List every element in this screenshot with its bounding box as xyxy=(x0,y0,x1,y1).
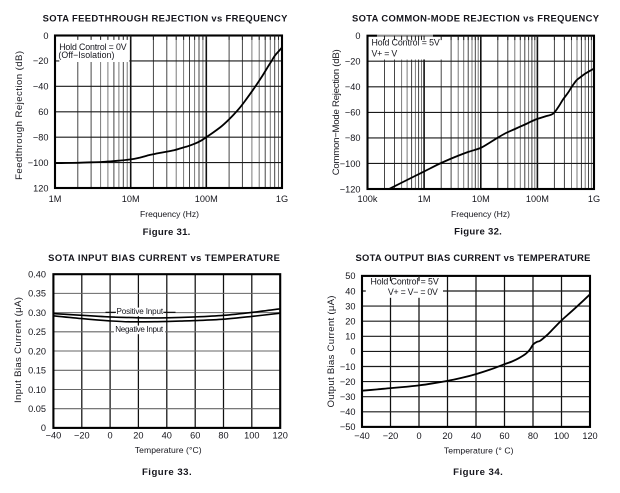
svg-text:SOTA OUTPUT BIAS CURRENT vs TE: SOTA OUTPUT BIAS CURRENT vs TEMPERATURE xyxy=(356,252,591,263)
svg-text:1M: 1M xyxy=(49,194,62,204)
svg-text:−30: −30 xyxy=(340,392,356,402)
svg-text:−50: −50 xyxy=(340,422,356,432)
svg-text:Frequency (Hz): Frequency (Hz) xyxy=(451,209,510,219)
svg-text:V+ = V− = 0V: V+ = V− = 0V xyxy=(388,287,438,297)
svg-text:40: 40 xyxy=(162,430,172,440)
svg-text:Hold Control = 5V: Hold Control = 5V xyxy=(371,277,439,287)
svg-text:100M: 100M xyxy=(526,194,549,204)
svg-text:−100: −100 xyxy=(28,158,49,168)
svg-text:Input Bias Current (μA): Input Bias Current (μA) xyxy=(13,297,24,403)
svg-text:100: 100 xyxy=(554,431,569,441)
svg-text:80: 80 xyxy=(528,431,538,441)
svg-text:−20: −20 xyxy=(74,430,90,440)
svg-text:0.20: 0.20 xyxy=(28,346,46,356)
svg-text:0: 0 xyxy=(43,31,48,41)
svg-text:0: 0 xyxy=(355,31,360,41)
svg-text:100: 100 xyxy=(244,430,259,440)
svg-text:0: 0 xyxy=(41,423,46,433)
svg-text:120: 120 xyxy=(33,183,48,193)
svg-text:(Off−Isolation): (Off−Isolation) xyxy=(58,50,114,60)
svg-text:−80: −80 xyxy=(345,133,361,143)
svg-text:10M: 10M xyxy=(122,194,140,204)
svg-text:20: 20 xyxy=(442,431,452,441)
svg-text:30: 30 xyxy=(345,301,355,311)
svg-text:0.25: 0.25 xyxy=(28,327,46,337)
svg-text:0: 0 xyxy=(108,430,113,440)
svg-text:50: 50 xyxy=(345,271,355,281)
svg-text:Hold Control = 0V: Hold Control = 0V xyxy=(59,42,127,52)
svg-text:20: 20 xyxy=(345,317,355,327)
svg-text:−40: −40 xyxy=(345,82,361,92)
svg-text:1G: 1G xyxy=(588,194,600,204)
svg-text:100k: 100k xyxy=(358,194,378,204)
svg-text:60: 60 xyxy=(499,431,509,441)
svg-text:Figure 34.: Figure 34. xyxy=(453,467,503,478)
svg-text:80: 80 xyxy=(218,430,228,440)
svg-text:−10: −10 xyxy=(340,362,356,372)
svg-text:Negative Input: Negative Input xyxy=(115,325,164,334)
svg-text:Figure 32.: Figure 32. xyxy=(454,227,502,238)
svg-text:−100: −100 xyxy=(340,159,361,169)
svg-text:V+ = V: V+ = V xyxy=(372,49,398,59)
svg-text:0.35: 0.35 xyxy=(28,289,46,299)
svg-text:0.10: 0.10 xyxy=(28,385,46,395)
svg-text:40: 40 xyxy=(471,431,481,441)
svg-text:SOTA FEEDTHROUGH REJECTION vs: SOTA FEEDTHROUGH REJECTION vs FREQUENCY xyxy=(43,12,289,23)
svg-text:−80: −80 xyxy=(33,133,49,143)
svg-text:100M: 100M xyxy=(195,194,218,204)
svg-text:Common−Mode Rejection (dB): Common−Mode Rejection (dB) xyxy=(331,49,342,175)
svg-text:SOTA COMMON-MODE REJECTION vs: SOTA COMMON-MODE REJECTION vs FREQUENCY xyxy=(352,12,600,23)
svg-text:−40: −40 xyxy=(33,82,49,92)
svg-text:−40: −40 xyxy=(46,430,62,440)
svg-text:40: 40 xyxy=(345,286,355,296)
svg-text:Figure 33.: Figure 33. xyxy=(142,467,192,478)
svg-text:1G: 1G xyxy=(276,194,288,204)
svg-text:10: 10 xyxy=(345,332,355,342)
svg-text:10M: 10M xyxy=(472,194,490,204)
svg-text:0.30: 0.30 xyxy=(28,308,46,318)
svg-text:0.15: 0.15 xyxy=(28,366,46,376)
svg-text:−60: −60 xyxy=(345,108,361,118)
svg-text:Frequency (Hz): Frequency (Hz) xyxy=(140,209,199,219)
svg-text:Temperature (°C): Temperature (°C) xyxy=(135,445,202,455)
svg-text:−20: −20 xyxy=(340,377,356,387)
svg-text:Positive Input: Positive Input xyxy=(117,307,164,316)
svg-text:−40: −40 xyxy=(340,407,356,417)
svg-text:−20: −20 xyxy=(33,56,49,66)
svg-text:1M: 1M xyxy=(418,194,431,204)
svg-text:SOTA INPUT BIAS CURRENT vs TEM: SOTA INPUT BIAS CURRENT vs TEMPERATURE xyxy=(48,252,280,263)
svg-text:0: 0 xyxy=(350,347,355,357)
svg-text:Output Bias Current (μA): Output Bias Current (μA) xyxy=(326,296,337,408)
svg-text:−40: −40 xyxy=(354,431,370,441)
svg-text:20: 20 xyxy=(133,430,143,440)
svg-text:60: 60 xyxy=(38,107,48,117)
svg-text:0.05: 0.05 xyxy=(28,404,46,414)
svg-text:Feedthrough Rejection (dB): Feedthrough Rejection (dB) xyxy=(14,51,25,180)
svg-text:Hold Control = 5V: Hold Control = 5V xyxy=(372,37,440,47)
svg-text:120: 120 xyxy=(582,431,597,441)
svg-text:−20: −20 xyxy=(345,57,361,67)
svg-text:120: 120 xyxy=(273,430,288,440)
svg-text:Figure 31.: Figure 31. xyxy=(143,227,191,238)
svg-text:−20: −20 xyxy=(383,431,399,441)
svg-text:Temperature (° C): Temperature (° C) xyxy=(444,446,514,456)
svg-text:60: 60 xyxy=(190,430,200,440)
svg-text:−120: −120 xyxy=(340,184,361,194)
svg-text:0: 0 xyxy=(416,431,421,441)
svg-text:0.40: 0.40 xyxy=(28,270,46,280)
